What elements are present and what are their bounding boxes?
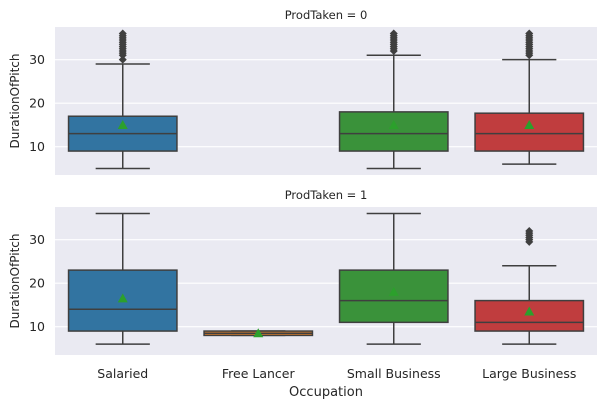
box-salaried: [67, 29, 178, 170]
mean-marker: [388, 286, 399, 296]
x-tick-label: Large Business: [482, 366, 576, 381]
outlier-point: [525, 226, 534, 235]
mean-marker: [253, 328, 264, 338]
x-tick-label: Small Business: [347, 366, 441, 381]
box-small-business: [338, 212, 449, 345]
box-iqr: [338, 111, 449, 152]
box-iqr: [474, 112, 585, 152]
y-tick-label: 30: [29, 232, 45, 247]
x-tick-label: Free Lancer: [222, 366, 296, 381]
box-free-lancer: [203, 328, 314, 338]
panel-title: ProdTaken = 0: [285, 8, 368, 22]
y-axis-label: DurationOfPitch: [8, 53, 22, 148]
plot-background: [55, 27, 597, 175]
box-salaried: [67, 212, 178, 345]
box-large-business: [474, 226, 585, 345]
y-tick-label: 20: [29, 96, 45, 111]
panel-title: ProdTaken = 1: [285, 188, 368, 202]
outlier-point: [525, 29, 534, 38]
y-axis-label: DurationOfPitch: [8, 233, 22, 328]
mean-marker: [117, 293, 128, 303]
box-small-business: [338, 29, 449, 170]
mean-marker: [388, 119, 399, 129]
box-iqr: [474, 299, 585, 332]
panel-prodtaken-0: 10 20 30 ProdTaken = 0 DurationOfPitch: [8, 8, 597, 175]
panel-prodtaken-1: 10 20 30 ProdTaken = 1 DurationOfPitch: [8, 188, 597, 355]
box-large-business: [474, 29, 585, 165]
outlier-point: [118, 29, 127, 38]
outlier-point: [389, 29, 398, 38]
box-iqr: [338, 269, 449, 324]
y-tick-label: 30: [29, 52, 45, 67]
x-tick-label: Salaried: [97, 366, 148, 381]
mean-marker: [524, 119, 535, 129]
outlier-point: [118, 55, 127, 64]
x-axis-label: Occupation: [289, 385, 363, 400]
y-tick-label: 20: [29, 276, 45, 291]
mean-marker: [524, 306, 535, 316]
y-tick-label: 10: [29, 319, 45, 334]
mean-marker: [117, 119, 128, 129]
y-tick-label: 10: [29, 139, 45, 154]
